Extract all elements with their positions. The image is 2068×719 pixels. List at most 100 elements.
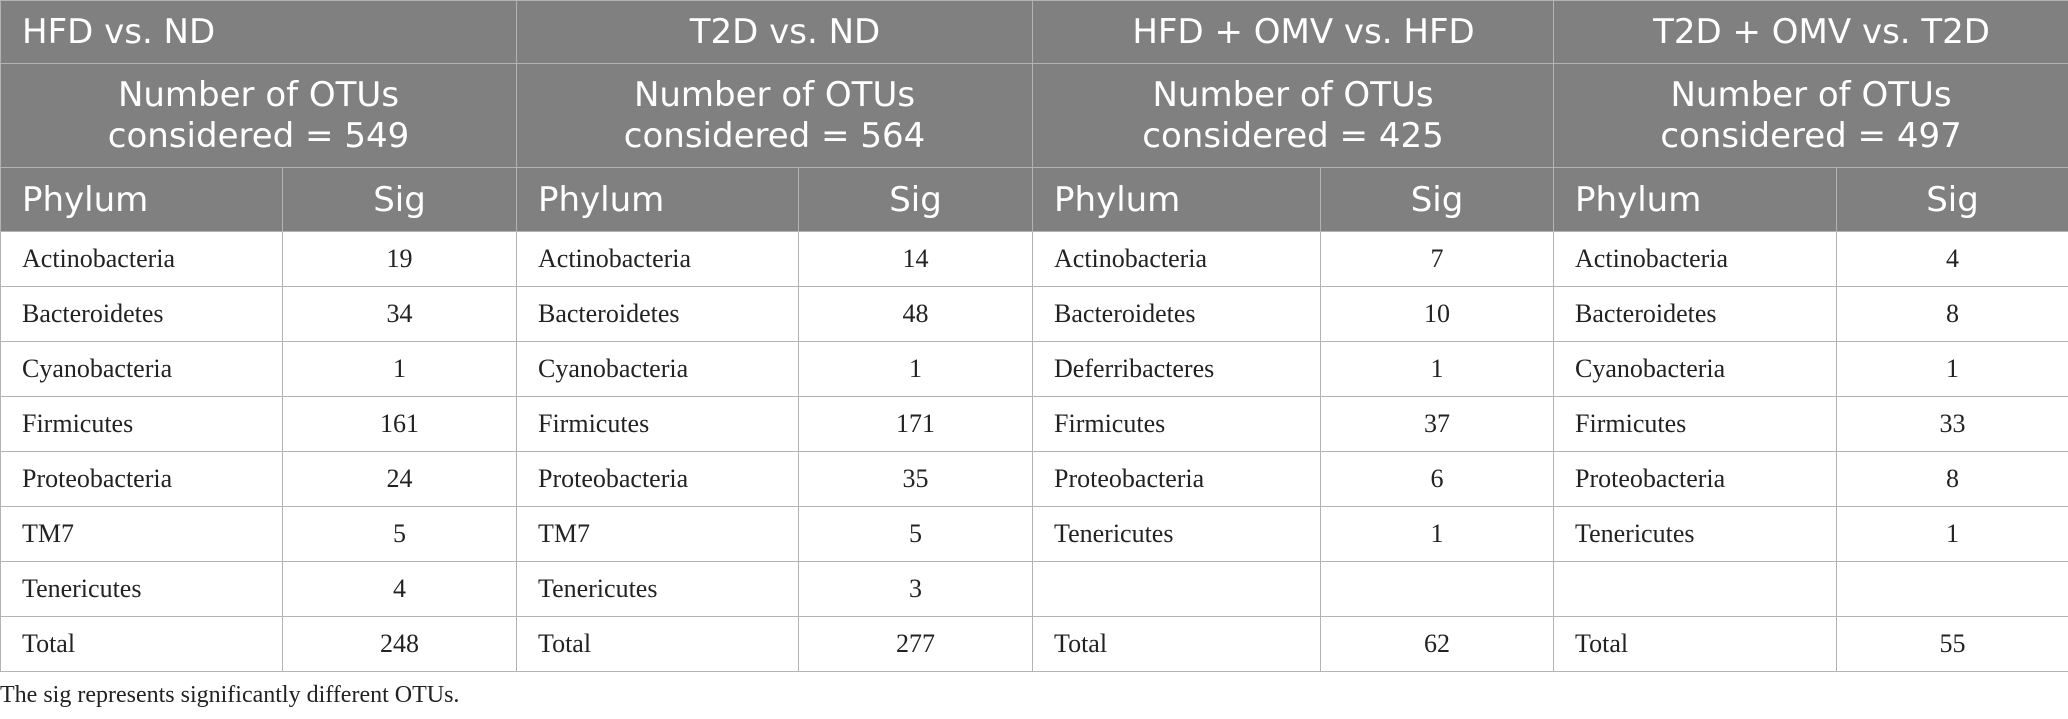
phylum-cell: Tenericutes xyxy=(0,561,283,617)
phylum-cell: Firmicutes xyxy=(1032,396,1322,452)
sig-cell: 3 xyxy=(797,561,1034,617)
table-row: Actinobacteria 19 Actinobacteria 14 Actinoba… xyxy=(0,231,2068,287)
sig-cell: 7 xyxy=(1320,231,1555,287)
otu-count-value: considered = 425 xyxy=(1142,115,1444,156)
phylum-cell: Firmicutes xyxy=(516,396,799,452)
sig-cell: 14 xyxy=(797,231,1034,287)
table-body: Actinobacteria 19 Actinobacteria 14 Actinoba… xyxy=(0,231,2068,672)
sig-cell: 1 xyxy=(797,341,1034,397)
sig-cell: 6 xyxy=(1320,451,1555,507)
sig-cell xyxy=(1320,561,1555,617)
sig-cell: 24 xyxy=(282,451,517,507)
phylum-cell: Total xyxy=(0,616,283,672)
phylum-cell: Proteobacteria xyxy=(1032,451,1322,507)
table-row: Cyanobacteria 1 Cyanobacteria 1 Deferribacte… xyxy=(0,341,2068,397)
phylum-cell: Bacteroidetes xyxy=(0,286,283,342)
sig-cell: 8 xyxy=(1836,451,2068,507)
sig-cell: 8 xyxy=(1836,286,2068,342)
phylum-cell: Bacteroidetes xyxy=(516,286,799,342)
phylum-cell: Total xyxy=(516,616,799,672)
comparison-title-t2d-vs-nd: T2D vs. ND xyxy=(515,0,1034,64)
otu-count-label: Number of OTUs xyxy=(1670,74,1952,115)
sig-cell: 1 xyxy=(1836,506,2068,562)
phylum-cell: Proteobacteria xyxy=(1553,451,1838,507)
phylum-cell: Deferribacteres xyxy=(1032,341,1322,397)
sig-cell: 161 xyxy=(282,396,517,452)
phylum-cell: TM7 xyxy=(516,506,799,562)
comparison-title-hfd-omv-vs-hfd: HFD + OMV vs. HFD xyxy=(1032,0,1555,64)
otu-count-t2d-omv-vs-t2d: Number of OTUs considered = 497 xyxy=(1553,63,2068,168)
sig-cell xyxy=(1836,561,2068,617)
phylum-cell xyxy=(1553,561,1838,617)
otu-count-row: Number of OTUs considered = 549 Number of… xyxy=(0,63,2068,168)
otu-comparison-table: HFD vs. ND T2D vs. ND HFD + OMV vs. HFD … xyxy=(0,0,2068,672)
otu-count-label: Number of OTUs xyxy=(1152,74,1434,115)
table-row: Total 248 Total 277 Total 62 Total 55 xyxy=(0,616,2068,672)
otu-count-t2d-vs-nd: Number of OTUs considered = 564 xyxy=(515,63,1034,168)
sig-cell: 62 xyxy=(1320,616,1555,672)
phylum-column-header: Phylum xyxy=(1032,167,1322,232)
table-row: Bacteroidetes 34 Bacteroidetes 48 Bacteroide… xyxy=(0,286,2068,342)
sig-cell: 33 xyxy=(1836,396,2068,452)
table-row: Tenericutes 4 Tenericutes 3 xyxy=(0,561,2068,617)
sig-cell: 4 xyxy=(1836,231,2068,287)
phylum-cell: Tenericutes xyxy=(516,561,799,617)
phylum-cell: TM7 xyxy=(0,506,283,562)
sig-cell: 35 xyxy=(797,451,1034,507)
sig-cell: 5 xyxy=(282,506,517,562)
phylum-cell: Firmicutes xyxy=(1553,396,1838,452)
sig-cell: 5 xyxy=(797,506,1034,562)
sig-column-header: Sig xyxy=(1320,167,1555,232)
phylum-cell: Actinobacteria xyxy=(1032,231,1322,287)
sig-cell: 171 xyxy=(797,396,1034,452)
phylum-cell: Proteobacteria xyxy=(0,451,283,507)
comparison-title-hfd-vs-nd: HFD vs. ND xyxy=(0,0,517,64)
table-footnote: The sig represents significantly differe… xyxy=(0,682,460,708)
phylum-cell: Bacteroidetes xyxy=(1032,286,1322,342)
otu-count-value: considered = 497 xyxy=(1660,115,1962,156)
phylum-column-header: Phylum xyxy=(0,167,283,232)
phylum-cell: Total xyxy=(1032,616,1322,672)
sig-cell: 248 xyxy=(282,616,517,672)
sig-column-header: Sig xyxy=(1836,167,2068,232)
phylum-column-header: Phylum xyxy=(516,167,799,232)
otu-count-hfd-vs-nd: Number of OTUs considered = 549 xyxy=(0,63,517,168)
phylum-cell: Actinobacteria xyxy=(1553,231,1838,287)
comparison-header-row: HFD vs. ND T2D vs. ND HFD + OMV vs. HFD … xyxy=(0,0,2068,64)
otu-count-hfd-omv-vs-hfd: Number of OTUs considered = 425 xyxy=(1032,63,1555,168)
phylum-column-header: Phylum xyxy=(1553,167,1838,232)
phylum-cell: Actinobacteria xyxy=(0,231,283,287)
phylum-cell: Tenericutes xyxy=(1553,506,1838,562)
sig-cell: 37 xyxy=(1320,396,1555,452)
phylum-cell: Cyanobacteria xyxy=(0,341,283,397)
sig-cell: 1 xyxy=(1320,506,1555,562)
sig-cell: 34 xyxy=(282,286,517,342)
phylum-cell: Bacteroidetes xyxy=(1553,286,1838,342)
phylum-cell: Cyanobacteria xyxy=(516,341,799,397)
sig-cell: 10 xyxy=(1320,286,1555,342)
table-row: Firmicutes 161 Firmicutes 171 Firmicutes 37 Fi… xyxy=(0,396,2068,452)
phylum-cell: Actinobacteria xyxy=(516,231,799,287)
sig-cell: 55 xyxy=(1836,616,2068,672)
otu-count-label: Number of OTUs xyxy=(633,74,916,115)
table-row: Proteobacteria 24 Proteobacteria 35 Proteoba… xyxy=(0,451,2068,507)
otu-count-label: Number of OTUs xyxy=(117,74,400,115)
comparison-title-t2d-omv-vs-t2d: T2D + OMV vs. T2D xyxy=(1553,0,2068,64)
sig-cell: 277 xyxy=(797,616,1034,672)
sig-cell: 19 xyxy=(282,231,517,287)
phylum-cell: Cyanobacteria xyxy=(1553,341,1838,397)
sig-cell: 1 xyxy=(282,341,517,397)
phylum-cell xyxy=(1032,561,1322,617)
otu-count-value: considered = 549 xyxy=(107,115,410,156)
phylum-cell: Proteobacteria xyxy=(516,451,799,507)
sig-cell: 4 xyxy=(282,561,517,617)
sig-column-header: Sig xyxy=(797,167,1034,232)
sig-column-header: Sig xyxy=(282,167,517,232)
sig-cell: 48 xyxy=(797,286,1034,342)
phylum-cell: Total xyxy=(1553,616,1838,672)
sig-cell: 1 xyxy=(1320,341,1555,397)
table-row: TM7 5 TM7 5 Tenericutes 1 Tenericutes 1 xyxy=(0,506,2068,562)
phylum-cell: Tenericutes xyxy=(1032,506,1322,562)
phylum-cell: Firmicutes xyxy=(0,396,283,452)
column-header-row: Phylum Sig Phylum Sig Phylum Sig Phylum … xyxy=(0,167,2068,232)
